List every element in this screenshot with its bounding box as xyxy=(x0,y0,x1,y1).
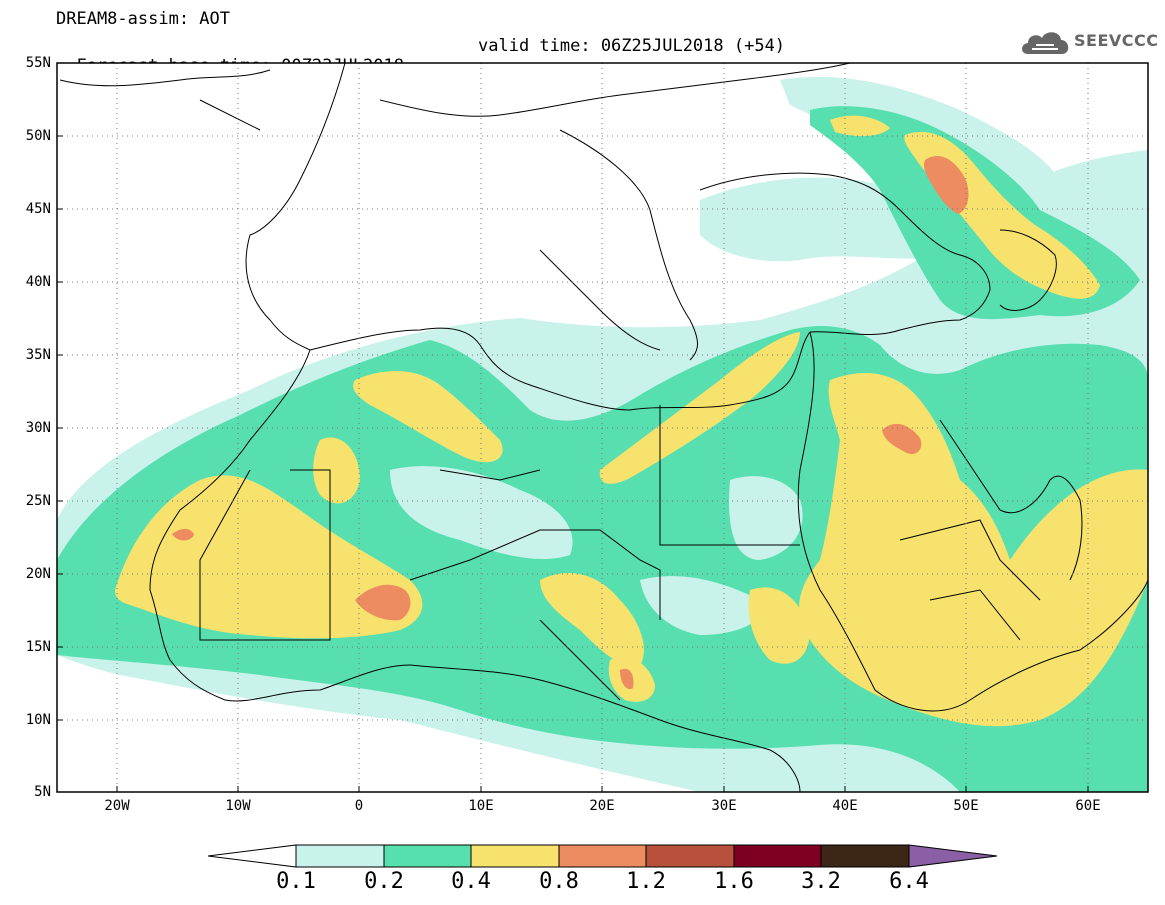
lon-label: 30E xyxy=(711,798,737,814)
coastlines xyxy=(59,63,1148,792)
colorbar-label: 1.6 xyxy=(714,869,754,894)
colorbar-swatch-1 xyxy=(295,844,385,868)
lat-label: 40N xyxy=(25,274,51,290)
lat-label: 35N xyxy=(25,347,51,363)
lat-label: 25N xyxy=(25,493,51,509)
colorbar-swatch-3 xyxy=(470,844,560,868)
lat-label: 15N xyxy=(25,639,51,655)
lat-label: 50N xyxy=(25,128,51,144)
lon-label: 60E xyxy=(1075,798,1101,814)
cloud-icon xyxy=(1022,32,1069,54)
aot-band-0.4 xyxy=(115,115,1148,727)
lat-label: 55N xyxy=(25,55,51,71)
colorbar-label: 1.2 xyxy=(626,869,666,894)
graticule xyxy=(57,63,1148,792)
colorbar-extend-high xyxy=(908,844,998,868)
colorbar-label: 3.2 xyxy=(801,869,841,894)
lon-label: 0 xyxy=(354,798,364,814)
lon-label: 20E xyxy=(589,798,615,814)
lon-label: 40E xyxy=(832,798,858,814)
lat-label: 20N xyxy=(25,566,51,582)
lon-label: 10W xyxy=(225,798,251,814)
colorbar-label: 0.2 xyxy=(364,869,404,894)
lat-label: 5N xyxy=(34,784,51,800)
lon-label: 10E xyxy=(468,798,494,814)
logo-text: SEEVCCC xyxy=(1074,31,1159,50)
colorbar-label: 0.1 xyxy=(276,869,316,894)
map-title: DREAM8-assim: AOT xyxy=(56,9,230,29)
colorbar-swatch-7 xyxy=(820,844,910,868)
lon-label: 20W xyxy=(104,798,130,814)
lon-label: 50E xyxy=(953,798,979,814)
colorbar-extend-low xyxy=(207,844,297,868)
colorbar-swatch-2 xyxy=(383,844,472,868)
lat-label: 45N xyxy=(25,201,51,217)
colorbar-swatch-5 xyxy=(645,844,735,868)
lat-label: 30N xyxy=(25,420,51,436)
colorbar-swatch-4 xyxy=(558,844,647,868)
axis-ticks xyxy=(57,135,1089,792)
colorbar-label: 0.8 xyxy=(539,869,579,894)
lat-label: 10N xyxy=(25,712,51,728)
aot-band-0.8 xyxy=(172,156,969,690)
colorbar-label: 0.4 xyxy=(451,869,491,894)
valid-time-text: valid time: 06Z25JUL2018 (+54) xyxy=(478,36,786,56)
aot-field xyxy=(57,63,1148,792)
colorbar xyxy=(207,844,998,868)
seevccc-logo: SEEVCCC xyxy=(1018,22,1158,62)
colorbar-swatch-6 xyxy=(733,844,822,868)
colorbar-label: 6.4 xyxy=(889,869,929,894)
